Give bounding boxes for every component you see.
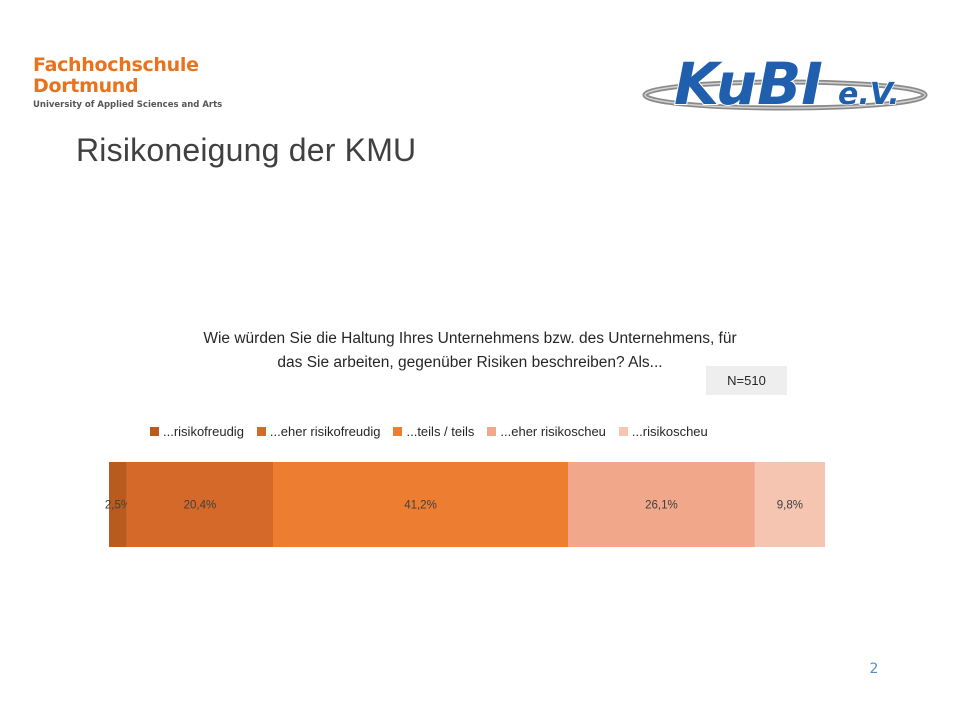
kubi-logo-main-text: KuBI xyxy=(674,50,823,118)
legend-swatch xyxy=(393,427,403,436)
fh-dortmund-logo: Fachhochschule Dortmund University of Ap… xyxy=(33,55,222,111)
kubi-logo-suffix-text: e.V. xyxy=(838,77,900,112)
legend-swatch xyxy=(487,427,497,436)
slide-number: 2 xyxy=(869,661,879,677)
chart-title-line-2: das Sie arbeiten, gegenüber Risiken besc… xyxy=(277,354,663,371)
sample-size-badge: N=510 xyxy=(706,366,787,395)
legend-label: ...risikoscheu xyxy=(631,424,708,439)
fh-logo-line1: Fachhochschule xyxy=(33,54,199,76)
chart-title-line-1: Wie würden Sie die Haltung Ihres Unterne… xyxy=(203,330,737,347)
bar-segment xyxy=(754,462,825,547)
bar-segment xyxy=(273,462,568,547)
kubi-logo: KuBI e.V. xyxy=(640,40,930,120)
legend-item: ...eher risikoscheu xyxy=(487,424,606,439)
legend-item: ...teils / teils xyxy=(393,424,474,439)
legend-swatch xyxy=(256,427,266,436)
legend-item: ...risikofreudig xyxy=(150,424,244,439)
legend-label: ...risikofreudig xyxy=(163,424,244,439)
legend-label: ...eher risikofreudig xyxy=(269,424,381,439)
data-label: 9,8% xyxy=(777,500,803,512)
legend-label: ...eher risikoscheu xyxy=(500,424,606,439)
chart-legend: ...risikofreudig ...eher risikofreudig...… xyxy=(150,424,810,439)
legend-item: ...eher risikofreudig xyxy=(256,424,381,439)
legend-item: ...risikoscheu xyxy=(618,424,708,439)
fh-logo-line3: University of Applied Sciences and Arts xyxy=(33,100,223,110)
legend-label: ...teils / teils xyxy=(406,424,475,439)
fh-logo-line2: Dortmund xyxy=(33,75,139,97)
bar-segment xyxy=(126,462,274,547)
legend-swatch xyxy=(150,427,159,436)
legend-swatch xyxy=(618,427,628,436)
page-title: Risikoneigung der KMU xyxy=(76,132,417,168)
data-label: 2,5% xyxy=(105,500,131,512)
data-label: 20,4% xyxy=(184,500,217,512)
chart-title: Wie würden Sie die Haltung Ihres Unterne… xyxy=(160,327,780,375)
data-label: 26,1% xyxy=(645,500,678,512)
bar-segment xyxy=(568,462,755,547)
data-label: 41,2% xyxy=(404,500,437,512)
bar-segment xyxy=(109,462,127,547)
